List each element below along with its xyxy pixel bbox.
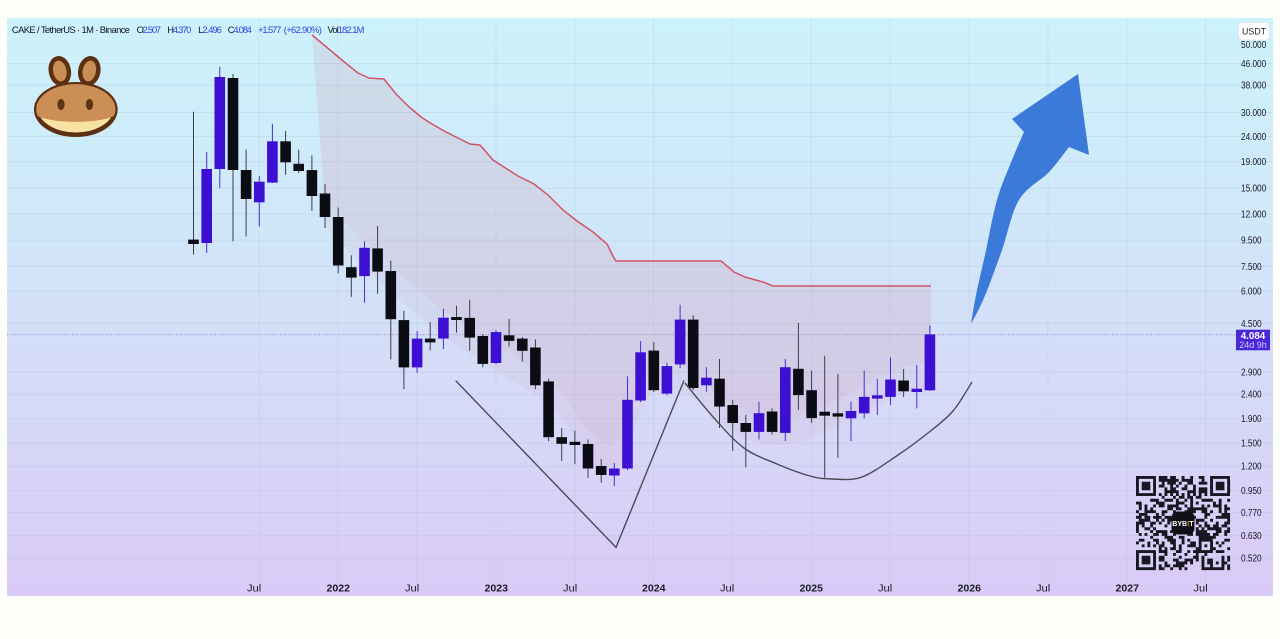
svg-text:BYB!T: BYB!T <box>1172 521 1194 528</box>
svg-text:(+62.90%): (+62.90%) <box>284 24 322 35</box>
svg-text:CAKE / TetherUS · 1M · Binance: CAKE / TetherUS · 1M · Binance <box>12 24 130 35</box>
svg-text:1.900: 1.900 <box>1241 414 1262 425</box>
svg-text:1.500: 1.500 <box>1241 439 1262 450</box>
svg-text:USDT: USDT <box>1242 27 1267 37</box>
svg-text:C4.084: C4.084 <box>228 24 252 35</box>
svg-text:2024: 2024 <box>642 584 666 595</box>
svg-text:9.500: 9.500 <box>1241 236 1262 247</box>
svg-text:2.900: 2.900 <box>1241 368 1262 379</box>
svg-text:0.950: 0.950 <box>1241 486 1262 497</box>
svg-text:2022: 2022 <box>327 584 351 595</box>
svg-text:+1.577: +1.577 <box>258 24 281 35</box>
svg-text:24d 9h: 24d 9h <box>1239 340 1267 350</box>
svg-text:0.520: 0.520 <box>1241 554 1262 565</box>
svg-text:Vol182.1M: Vol182.1M <box>328 24 365 35</box>
svg-text:2026: 2026 <box>958 584 982 595</box>
svg-text:Jul: Jul <box>247 584 261 595</box>
svg-text:30.000: 30.000 <box>1241 108 1267 119</box>
svg-text:2027: 2027 <box>1116 584 1140 595</box>
svg-text:Jul: Jul <box>1194 584 1208 595</box>
svg-text:Jul: Jul <box>878 584 892 595</box>
svg-text:4.500: 4.500 <box>1241 319 1262 330</box>
svg-text:38.000: 38.000 <box>1241 81 1267 92</box>
svg-text:6.000: 6.000 <box>1241 287 1262 298</box>
svg-text:Jul: Jul <box>563 584 577 595</box>
svg-text:2025: 2025 <box>800 584 824 595</box>
svg-text:L2.496: L2.496 <box>198 24 222 35</box>
svg-text:7.500: 7.500 <box>1241 262 1262 273</box>
svg-text:19.000: 19.000 <box>1241 157 1267 168</box>
svg-text:Jul: Jul <box>405 584 419 595</box>
svg-text:46.000: 46.000 <box>1241 59 1267 70</box>
svg-text:24.000: 24.000 <box>1241 132 1267 143</box>
svg-text:2.400: 2.400 <box>1241 390 1262 401</box>
svg-text:Jul: Jul <box>720 584 734 595</box>
svg-text:12.000: 12.000 <box>1241 209 1267 220</box>
svg-text:0.630: 0.630 <box>1241 531 1262 542</box>
svg-text:15.000: 15.000 <box>1241 184 1267 195</box>
svg-text:50.000: 50.000 <box>1241 40 1267 51</box>
svg-text:1.200: 1.200 <box>1241 462 1262 473</box>
svg-text:O2.507: O2.507 <box>137 24 161 35</box>
svg-text:Jul: Jul <box>1036 584 1050 595</box>
svg-text:0.770: 0.770 <box>1241 508 1262 519</box>
svg-text:H4.370: H4.370 <box>167 24 191 35</box>
svg-text:2023: 2023 <box>485 584 509 595</box>
svg-text:4.084: 4.084 <box>1241 331 1266 342</box>
